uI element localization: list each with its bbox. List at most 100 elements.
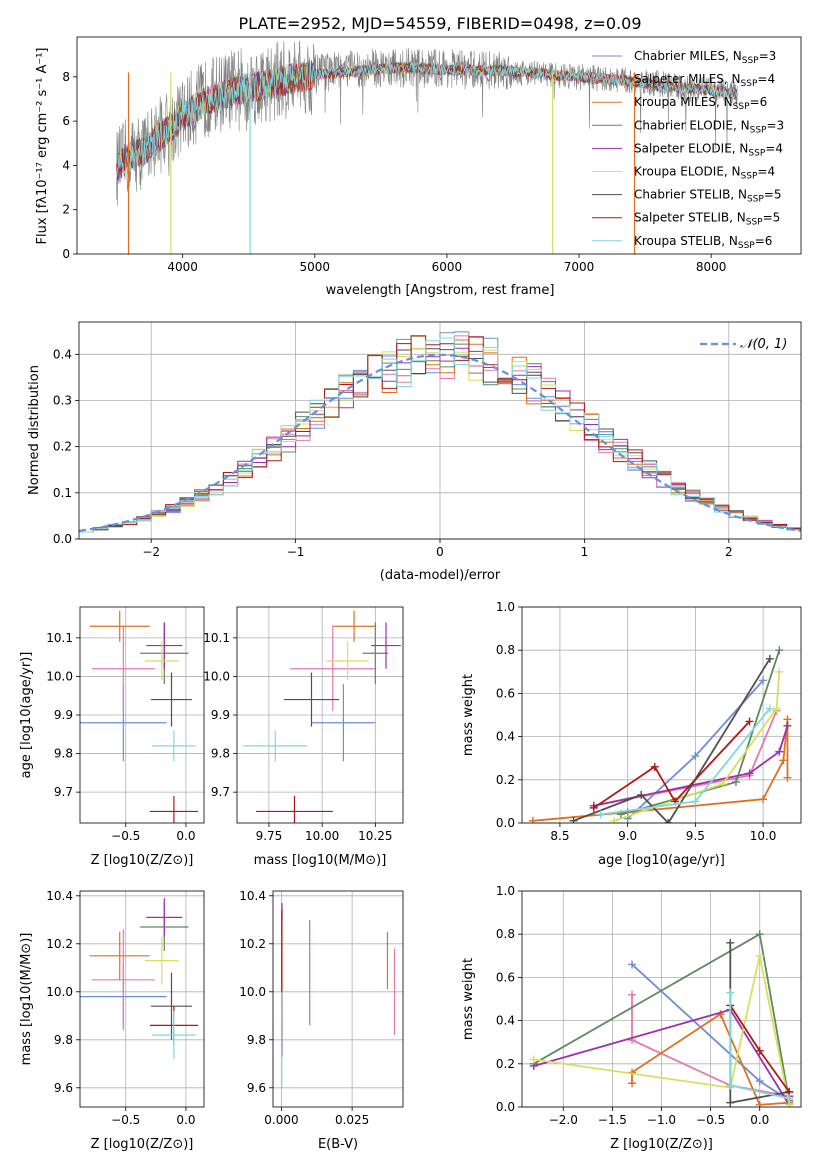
x-tick-label: 9.75: [256, 829, 283, 843]
small-panels: −0.5 0.0 9.7 9.8 9.9 10.0 10.1 Z [log10(Z/Z⊙)] a…: [19, 600, 802, 1152]
mass-vs-Z-axes-frame: [79, 890, 205, 1108]
histogram-step-series: [79, 335, 801, 533]
x-tick-label: 2: [725, 545, 733, 559]
age-vs-mass-xlabel: mass [log10(M/M⊙)]: [254, 853, 387, 868]
y-tick-label: 10.1: [46, 631, 73, 645]
weight-line: [631, 994, 790, 1098]
weight-marker: [755, 930, 764, 939]
weight-marker: [755, 1100, 764, 1107]
x-tick-label: 0.025: [335, 1113, 369, 1127]
weight-marker: [775, 747, 784, 756]
weight-line: [593, 720, 751, 809]
histogram-step-series: [79, 337, 801, 533]
residuals-normal-curve: [78, 353, 802, 532]
spectrum-data-line: [116, 40, 738, 206]
weight-marker: [755, 1077, 764, 1086]
y-tick-label: 0: [62, 247, 70, 261]
weight-marker: [783, 773, 792, 782]
y-tick-label: 0.4: [496, 1014, 515, 1028]
weight-marker: [785, 1094, 794, 1103]
y-tick-label: 0.3: [53, 393, 72, 407]
weight-marker: [755, 1046, 764, 1055]
weight-marker: [745, 769, 754, 778]
spectrum-axes-frame: [76, 36, 802, 255]
weight-marker: [596, 810, 605, 819]
massweight-vs-Z-xlabel: Z [log10(Z/Z⊙)]: [610, 1137, 713, 1152]
y-tick-label: 9.8: [54, 1033, 73, 1047]
y-tick-label: 0.4: [53, 347, 72, 361]
age-vs-mass-panel: 9.75 10.00 10.25 9.7 9.8 9.9 10.0 10.1 mass [log…: [203, 606, 404, 868]
legend-entry: 𝒩(0, 1): [740, 337, 787, 352]
weight-marker: [691, 752, 700, 761]
y-tick-label: 10.1: [203, 631, 230, 645]
x-tick-label: 0.0: [176, 829, 195, 843]
weight-marker: [731, 777, 740, 786]
x-tick-label: 8000: [696, 260, 727, 274]
weight-marker: [610, 816, 619, 823]
weight-marker: [664, 819, 673, 823]
age-vs-Z-ylabel: age [log10(age/yr)]: [19, 652, 34, 779]
y-tick-label: 6: [62, 114, 70, 128]
weight-marker: [529, 1055, 538, 1064]
legend-entry: Chabrier ELODIE, NSSP=3: [634, 118, 784, 135]
weight-marker: [775, 646, 784, 655]
massweight-vs-age-panel: 8.5 9.0 9.5 10.0 0.0 0.2 0.4 0.6 0.8 1.0 age [log1…: [461, 600, 802, 868]
x-tick-label: −0.5: [696, 1113, 725, 1127]
massweight-vs-age-xlabel: age [log10(age/yr)]: [598, 853, 725, 868]
y-tick-label: 0.0: [496, 1100, 515, 1114]
residuals-axis-ticks: −2 −1 0 1 2 0.0 0.1 0.2 0.3 0.4: [53, 347, 733, 559]
y-tick-label: 0.8: [496, 927, 515, 941]
spectrum-xlabel: wavelength [Angstrom, rest frame]: [326, 283, 555, 298]
x-tick-label: 10.25: [358, 829, 392, 843]
massweight-vs-age-data: [528, 646, 792, 823]
x-tick-label: 7000: [564, 260, 595, 274]
histogram-step-series: [79, 335, 801, 533]
x-tick-label: 1: [581, 545, 589, 559]
weight-marker: [755, 951, 764, 960]
x-tick-label: 5000: [300, 260, 331, 274]
y-tick-label: 10.2: [46, 937, 73, 951]
weight-marker: [775, 667, 784, 676]
legend-entry: Salpeter ELODIE, NSSP=4: [634, 141, 783, 158]
y-tick-label: 0.0: [496, 816, 515, 830]
x-tick-label: 10.0: [750, 829, 777, 843]
age-vs-Z-grid: [80, 607, 204, 823]
normal-curve-line: [78, 353, 802, 532]
mass-vs-ebv-xlabel: E(B-V): [318, 1137, 358, 1152]
histogram-step-series: [79, 343, 801, 533]
spectrum-panel: Chabrier MILES, NSSP=3 Salpeter MILES, NS…: [35, 36, 802, 298]
weight-line: [573, 658, 771, 823]
legend-entry: Kroupa MILES, NSSP=6: [634, 95, 767, 112]
weight-marker: [783, 721, 792, 730]
spectrum-axis-ticks: 4000 5000 6000 7000 8000 0 2 4 6 8: [62, 70, 726, 274]
residuals-legend: 𝒩(0, 1): [700, 337, 787, 352]
legend-entry: Salpeter STELIB, NSSP=5: [634, 211, 780, 228]
weight-marker: [759, 676, 768, 685]
age-vs-Z-xlabel: Z [log10(Z/Z⊙)]: [91, 853, 194, 868]
spectrum-legend: Chabrier MILES, NSSP=3 Salpeter MILES, NS…: [592, 49, 784, 251]
weight-marker: [772, 704, 781, 713]
y-tick-label: 9.8: [211, 747, 230, 761]
weight-marker: [765, 704, 774, 713]
mass-vs-Z-data: [80, 898, 198, 1059]
legend-entry: Salpeter MILES, NSSP=4: [634, 72, 775, 89]
x-tick-label: 4000: [167, 260, 198, 274]
mass-vs-Z-ylabel: mass [log10(M/M⊙)]: [19, 933, 34, 1066]
massweight-vs-age-ylabel: mass weight: [461, 674, 476, 756]
x-tick-label: 0.0: [176, 1113, 195, 1127]
weight-marker: [628, 990, 637, 999]
y-tick-label: 0.2: [53, 440, 72, 454]
x-tick-label: −0.5: [111, 1113, 140, 1127]
age-vs-mass-ticks: 9.75 10.00 10.25 9.7 9.8 9.9 10.0 10.1: [203, 631, 392, 843]
weight-line: [613, 671, 781, 822]
x-tick-label: −1.5: [598, 1113, 627, 1127]
y-tick-label: 10.0: [46, 985, 73, 999]
mass-vs-ebv-panel: 0.000 0.025 9.6 9.8 10.0 10.2 10.4 E(B-V): [239, 889, 404, 1152]
y-tick-label: 2: [62, 203, 70, 217]
age-vs-Z-panel: −0.5 0.0 9.7 9.8 9.9 10.0 10.1 Z [log10(Z/Z⊙)] a…: [19, 606, 205, 868]
massweight-vs-Z-panel: −2.0 −1.5 −1.0 −0.5 0.0 0.0 0.2 0.4 0.6 0.8 1.0 Z […: [461, 884, 802, 1152]
massweight-vs-Z-ticks: −2.0 −1.5 −1.0 −0.5 0.0 0.0 0.2 0.4 0.6 0.8 1.0: [496, 884, 769, 1127]
residuals-panel: 𝒩(0, 1) −2 −1 0 1 2 0.0 0.1 0.2 0.3 0.4 (data-mod…: [27, 321, 802, 583]
massweight-vs-age-axes-frame: [521, 606, 802, 824]
y-tick-label: 10.0: [239, 985, 266, 999]
